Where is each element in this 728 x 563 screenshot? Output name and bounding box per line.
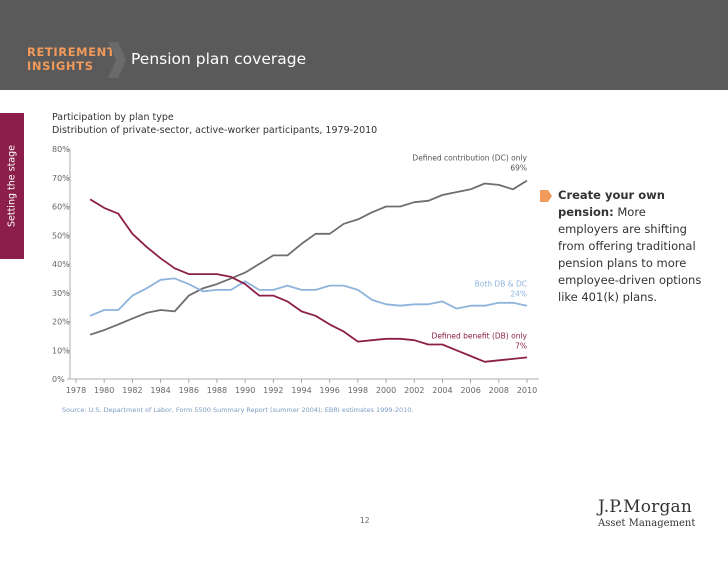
x-tick-label: 1980 xyxy=(94,386,114,395)
callout: Create your own pension: More employers … xyxy=(558,187,708,306)
callout-heading: Create your own pension: xyxy=(558,188,665,219)
logo-line-1: J.P.Morgan xyxy=(598,497,693,517)
x-tick-label: 2006 xyxy=(460,386,480,395)
y-tick-label: 10% xyxy=(52,346,70,355)
x-tick-label: 1988 xyxy=(207,386,227,395)
header-bar xyxy=(0,0,728,90)
x-tick-label: 1984 xyxy=(150,386,170,395)
x-tick-label: 1986 xyxy=(179,386,199,395)
series-line-3 xyxy=(89,198,528,363)
brand-wordmark: RETIREMENT INSIGHTS xyxy=(27,45,115,73)
callout-flag-icon xyxy=(540,190,552,202)
series-end-value-3: 7% xyxy=(515,341,527,350)
y-tick-label: 30% xyxy=(52,289,70,298)
series-line-2 xyxy=(89,277,528,317)
x-tick-label: 2008 xyxy=(489,386,509,395)
callout-body: More employers are shifting from offerin… xyxy=(558,205,702,304)
x-tick-label: 1990 xyxy=(235,386,255,395)
y-tick-label: 60% xyxy=(52,203,70,212)
brand-line-1: RETIREMENT xyxy=(27,45,116,59)
x-tick-label: 2004 xyxy=(432,386,452,395)
logo-line-2: Asset Management xyxy=(598,518,696,529)
x-tick-label: 1998 xyxy=(348,386,368,395)
x-tick-label: 1996 xyxy=(320,386,340,395)
jpmorgan-logo: J.P.Morgan Asset Management xyxy=(598,497,695,529)
x-tick-label: 1978 xyxy=(66,386,86,395)
y-tick-label: 70% xyxy=(52,174,70,183)
chart-title: Participation by plan type xyxy=(52,112,174,123)
x-tick-label: 2002 xyxy=(404,386,424,395)
series-line-1 xyxy=(89,179,528,336)
source-note: Source: U.S. Department of Labor, Form 5… xyxy=(62,406,414,414)
x-tick-label: 2010 xyxy=(517,386,537,395)
series-label-2: Both DB & DC xyxy=(475,280,527,289)
chart-subtitle: Distribution of private-sector, active-w… xyxy=(52,125,378,136)
page-number: 12 xyxy=(360,516,370,525)
y-tick-label: 40% xyxy=(52,260,70,269)
page-title: Pension plan coverage xyxy=(131,50,307,68)
y-tick-label: 0% xyxy=(52,375,65,384)
series-label-1: Defined contribution (DC) only xyxy=(412,154,527,163)
x-tick-label: 1992 xyxy=(263,386,283,395)
x-tick-label: 1994 xyxy=(291,386,311,395)
series-end-value-1: 69% xyxy=(510,164,527,173)
y-tick-label: 50% xyxy=(52,231,70,240)
x-tick-label: 1982 xyxy=(122,386,142,395)
brand-line-2: INSIGHTS xyxy=(27,59,94,73)
series-label-3: Defined benefit (DB) only xyxy=(432,331,528,340)
series-end-value-2: 24% xyxy=(510,290,527,299)
y-tick-label: 80% xyxy=(52,145,70,154)
section-side-tab xyxy=(0,113,24,259)
x-tick-label: 2000 xyxy=(376,386,396,395)
header-divider-chevron-icon xyxy=(108,42,126,78)
y-tick-label: 20% xyxy=(52,318,70,327)
